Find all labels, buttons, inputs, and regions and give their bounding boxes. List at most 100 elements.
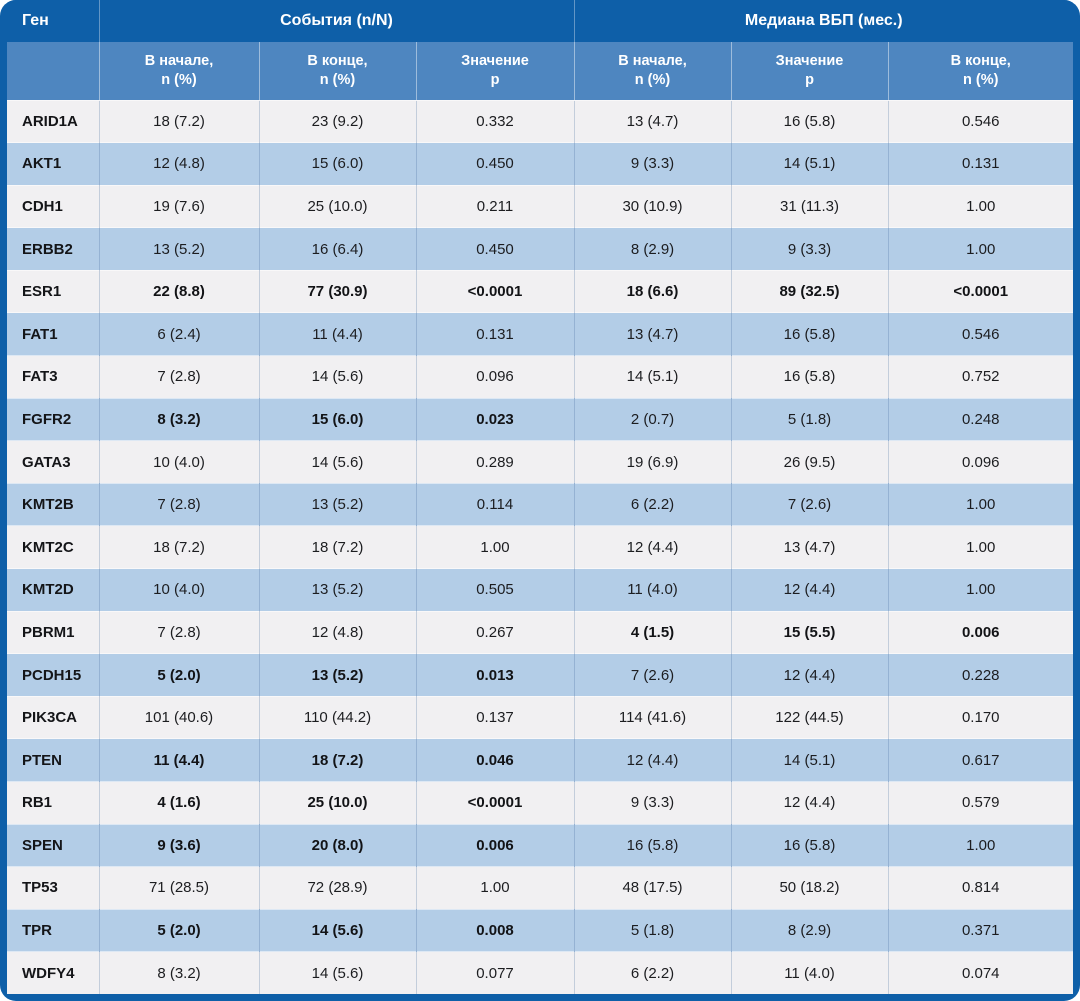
value-cell: 0.579 [887, 781, 1073, 825]
gene-name: KMT2D [22, 581, 74, 599]
value-cell: 5 (1.8) [573, 909, 731, 952]
table-row: KMT2B 7 (2.8) 13 (5.2) 0.114 6 (2.2) 7 (2.6) 1… [7, 483, 1073, 526]
value-cell: 0.006 [887, 611, 1073, 654]
value-cell: 18 (7.2) [258, 525, 416, 569]
value-cell: 18 (7.2) [98, 525, 259, 569]
value-cell: 16 (5.8) [730, 824, 888, 867]
value-cell: 9 (3.3) [573, 142, 731, 186]
value-cell: 0.332 [415, 100, 574, 143]
table-row: FGFR2 8 (3.2) 15 (6.0) 0.023 2 (0.7) 5 (1.8) 0… [7, 398, 1073, 441]
table-row: KMT2D 10 (4.0) 13 (5.2) 0.505 11 (4.0) 12 (4.… [7, 568, 1073, 612]
value-cell: 0.046 [415, 738, 574, 782]
value-cell: 1.00 [887, 227, 1073, 271]
value-cell: 50 (18.2) [730, 866, 888, 910]
value-cell: 0.077 [415, 951, 574, 995]
value-cell: 0.211 [415, 185, 574, 228]
value-cell: 1.00 [887, 824, 1073, 867]
value-cell: 18 (7.2) [258, 738, 416, 782]
value-cell: 0.371 [887, 909, 1073, 952]
value-cell: 25 (10.0) [258, 781, 416, 825]
value-cell: 8 (3.2) [98, 398, 259, 441]
value-cell: 0.546 [887, 312, 1073, 356]
value-cell: 7 (2.8) [98, 355, 259, 399]
value-cell: 23 (9.2) [258, 100, 416, 143]
header-gene: Ген [7, 0, 99, 42]
value-cell: 6 (2.2) [573, 483, 731, 526]
value-cell: 1.00 [887, 185, 1073, 228]
table-row: TPR 5 (2.0) 14 (5.6) 0.008 5 (1.8) 8 (2.9) 0.3… [7, 909, 1073, 952]
value-cell: 48 (17.5) [573, 866, 731, 910]
value-cell: 6 (2.4) [98, 312, 259, 356]
value-cell: 14 (5.1) [730, 142, 888, 186]
gene-name: KMT2B [22, 496, 74, 514]
value-cell: 13 (5.2) [258, 653, 416, 697]
gene-name: GATA3 [22, 453, 71, 471]
value-cell: 18 (7.2) [98, 100, 259, 143]
value-cell: 7 (2.8) [98, 611, 259, 654]
value-cell: 0.006 [415, 824, 574, 867]
value-cell: <0.0001 [415, 781, 574, 825]
gene-name: TP53 [22, 879, 58, 897]
gene-name: ARID1A [22, 112, 78, 130]
gene-name: SPEN [22, 836, 63, 854]
value-cell: 10 (4.0) [98, 440, 259, 484]
value-cell: 0.267 [415, 611, 574, 654]
value-cell: 110 (44.2) [258, 696, 416, 739]
value-cell: 7 (2.6) [730, 483, 888, 526]
value-cell: 0.008 [415, 909, 574, 952]
value-cell: 0.450 [415, 227, 574, 271]
gene-name: TPR [22, 922, 52, 940]
table-row: PBRM1 7 (2.8) 12 (4.8) 0.267 4 (1.5) 15 (5.5)… [7, 611, 1073, 654]
table-row: PCDH15 5 (2.0) 13 (5.2) 0.013 7 (2.6) 12 (4.4… [7, 653, 1073, 697]
value-cell: 14 (5.1) [730, 738, 888, 782]
header-median-start: В начале, n (%) [573, 42, 731, 100]
value-cell: 12 (4.8) [258, 611, 416, 654]
value-cell: <0.0001 [887, 270, 1073, 313]
value-cell: 6 (2.2) [573, 951, 731, 995]
value-cell: 0.814 [887, 866, 1073, 910]
value-cell: 1.00 [887, 568, 1073, 612]
gene-name: ESR1 [22, 283, 62, 301]
value-cell: 11 (4.4) [258, 312, 416, 356]
table-row: KMT2C 18 (7.2) 18 (7.2) 1.00 12 (4.4) 13 (4.7… [7, 525, 1073, 569]
value-cell: 9 (3.3) [573, 781, 731, 825]
header-group-median-pfs: Медиана ВБП (мес.) [573, 0, 1073, 42]
value-cell: 15 (6.0) [258, 398, 416, 441]
gene-name: PBRM1 [22, 623, 75, 641]
value-cell: 1.00 [887, 525, 1073, 569]
header-median-end: В конце, n (%) [887, 42, 1073, 100]
value-cell: 31 (11.3) [730, 185, 888, 228]
value-cell: 9 (3.6) [98, 824, 259, 867]
value-cell: 13 (5.2) [98, 227, 259, 271]
value-cell: 14 (5.6) [258, 355, 416, 399]
table-row: PTEN 11 (4.4) 18 (7.2) 0.046 12 (4.4) 14 (5.1… [7, 738, 1073, 782]
value-cell: 13 (4.7) [573, 312, 731, 356]
header-subcolumn-row: В начале, n (%) В конце, n (%) Значение … [7, 42, 1073, 100]
header-events-end: В конце, n (%) [258, 42, 416, 100]
table-row: PIK3CA 101 (40.6) 110 (44.2) 0.137 114 (41.6… [7, 696, 1073, 739]
value-cell: 15 (5.5) [730, 611, 888, 654]
gene-name: WDFY4 [22, 964, 75, 982]
value-cell: 0.289 [415, 440, 574, 484]
table-row: TP53 71 (28.5) 72 (28.9) 1.00 48 (17.5) 50 (1… [7, 866, 1073, 910]
value-cell: 0.752 [887, 355, 1073, 399]
gene-name: FGFR2 [22, 410, 72, 428]
value-cell: 5 (2.0) [98, 653, 259, 697]
value-cell: 0.114 [415, 483, 574, 526]
value-cell: 11 (4.0) [573, 568, 731, 612]
value-cell: 0.450 [415, 142, 574, 186]
value-cell: 12 (4.8) [98, 142, 259, 186]
gene-name: FAT1 [22, 325, 58, 343]
value-cell: 0.248 [887, 398, 1073, 441]
value-cell: 0.013 [415, 653, 574, 697]
value-cell: 122 (44.5) [730, 696, 888, 739]
gene-name: AKT1 [22, 155, 62, 173]
value-cell: 13 (5.2) [258, 568, 416, 612]
value-cell: 101 (40.6) [98, 696, 259, 739]
value-cell: 71 (28.5) [98, 866, 259, 910]
value-cell: 26 (9.5) [730, 440, 888, 484]
table-row: FAT1 6 (2.4) 11 (4.4) 0.131 13 (4.7) 16 (5.8)… [7, 312, 1073, 356]
value-cell: 19 (7.6) [98, 185, 259, 228]
table-row: GATA3 10 (4.0) 14 (5.6) 0.289 19 (6.9) 26 (9.… [7, 440, 1073, 484]
gene-name: ERBB2 [22, 240, 73, 258]
